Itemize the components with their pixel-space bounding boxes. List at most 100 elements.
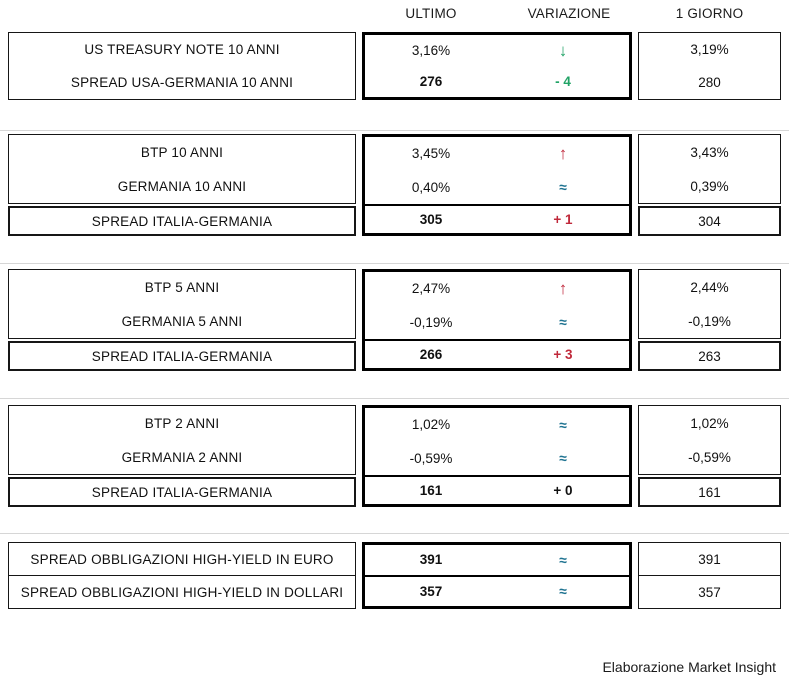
giorno-value: -0,59%: [688, 449, 731, 465]
ultimo-value: 0,40%: [411, 179, 451, 195]
spread-row: 161 + 0: [365, 477, 629, 504]
gridline: [0, 263, 789, 264]
row-label: BTP 10 ANNI: [140, 144, 224, 160]
row-label: SPREAD ITALIA-GERMANIA: [91, 348, 273, 364]
table-row: 0,40% ≈: [365, 171, 629, 205]
approx-equal-icon: ≈: [559, 179, 567, 196]
table-group-btp-10-anni: BTP 10 ANNI GERMANIA 10 ANNI SPREAD ITAL…: [8, 134, 781, 236]
ultimo-value: -0,19%: [409, 314, 453, 330]
spread-giorno-box: 304: [638, 206, 781, 236]
giorno-value: 3,43%: [690, 144, 729, 160]
giorno-box: 3,19% 280: [638, 32, 781, 100]
giorno-value: 391: [639, 543, 780, 576]
label-box: US TREASURY NOTE 10 ANNI SPREAD USA-GERM…: [8, 32, 356, 100]
gridline: [0, 533, 789, 534]
column-header-1-giorno: 1 GIORNO: [675, 6, 744, 21]
row-label: US TREASURY NOTE 10 ANNI: [84, 42, 280, 57]
spread-ultimo-value: 161: [419, 483, 443, 498]
ultimo-value: 3,45%: [411, 146, 451, 162]
row-label: SPREAD OBBLIGAZIONI HIGH-YIELD IN EURO: [9, 543, 355, 576]
row-label: GERMANIA 5 ANNI: [121, 313, 243, 329]
spread-giorno-box: 263: [638, 341, 781, 371]
spread-ultimo-value: 391: [419, 552, 443, 568]
arrow-up-icon: ↑: [558, 279, 568, 299]
row-label: SPREAD ITALIA-GERMANIA: [91, 484, 273, 500]
table-row: -0,59% ≈: [365, 442, 629, 476]
divider: [365, 204, 629, 206]
change-value: + 0: [553, 483, 573, 498]
divider: [365, 475, 629, 477]
row-label: GERMANIA 2 ANNI: [121, 449, 243, 465]
arrow-down-icon: ↓: [558, 41, 568, 60]
table-row: 276 - 4: [365, 66, 629, 97]
divider: [365, 339, 629, 341]
ultimo-variazione-box: 3,16% ↓ 276 - 4: [362, 32, 632, 100]
label-box: BTP 10 ANNI GERMANIA 10 ANNI: [8, 134, 356, 204]
giorno-box: 3,43% 0,39%: [638, 134, 781, 204]
giorno-box: 391 357: [638, 542, 781, 609]
row-label: BTP 2 ANNI: [144, 415, 220, 431]
row-label: GERMANIA 10 ANNI: [117, 178, 247, 194]
table-group-us-treasury-10-anni: US TREASURY NOTE 10 ANNI SPREAD USA-GERM…: [8, 32, 781, 100]
spread-ultimo-value: 276: [419, 74, 443, 89]
approx-equal-icon: ≈: [559, 450, 567, 467]
gridline: [0, 130, 789, 131]
yield-rows: 1,02% ≈ -0,59% ≈: [365, 408, 629, 475]
table-group-high-yield: SPREAD OBBLIGAZIONI HIGH-YIELD IN EURO S…: [8, 542, 781, 609]
row-label: SPREAD OBBLIGAZIONI HIGH-YIELD IN DOLLAR…: [20, 584, 344, 600]
ultimo-value: 1,02%: [411, 417, 451, 433]
giorno-box: 2,44% -0,19%: [638, 269, 781, 339]
row-label: SPREAD ITALIA-GERMANIA: [91, 213, 273, 229]
ultimo-variazione-box: 391 ≈ 357 ≈: [362, 542, 632, 609]
ultimo-value: -0,59%: [409, 450, 453, 466]
giorno-value: 161: [698, 484, 721, 500]
giorno-value: 304: [698, 213, 721, 229]
ultimo-value: 2,47%: [411, 281, 451, 297]
spread-row: 305 + 1: [365, 206, 629, 233]
change-value: - 4: [555, 74, 571, 89]
gridline: [0, 398, 789, 399]
change-value: + 3: [553, 347, 573, 362]
spread-label-box: SPREAD ITALIA-GERMANIA: [8, 341, 356, 371]
giorno-value: 357: [698, 584, 721, 600]
ultimo-variazione-box: 3,45% ↑ 0,40% ≈ 305 + 1: [362, 134, 632, 236]
table-row: 357 ≈: [365, 577, 629, 607]
yield-rows: 2,47% ↑ -0,19% ≈: [365, 272, 629, 339]
credit-text: Elaborazione Market Insight: [602, 659, 776, 675]
table-row: -0,19% ≈: [365, 306, 629, 340]
table-row: 2,47% ↑: [365, 272, 629, 306]
ultimo-variazione-box: 1,02% ≈ -0,59% ≈ 161 + 0: [362, 405, 632, 507]
column-header-variazione: VARIAZIONE: [527, 6, 611, 21]
row-label: SPREAD USA-GERMANIA 10 ANNI: [70, 75, 294, 90]
table-row: 3,45% ↑: [365, 137, 629, 171]
row-label: BTP 5 ANNI: [144, 279, 220, 295]
ultimo-variazione-box: 2,47% ↑ -0,19% ≈ 266 + 3: [362, 269, 632, 371]
arrow-up-icon: ↑: [558, 144, 568, 164]
label-box: BTP 5 ANNI GERMANIA 5 ANNI: [8, 269, 356, 339]
spread-row: 266 + 3: [365, 341, 629, 368]
table-row: 3,16% ↓: [365, 35, 629, 66]
spread-label-box: SPREAD ITALIA-GERMANIA: [8, 206, 356, 236]
table-group-btp-2-anni: BTP 2 ANNI GERMANIA 2 ANNI SPREAD ITALIA…: [8, 405, 781, 507]
column-header-ultimo: ULTIMO: [405, 6, 457, 21]
label-box: BTP 2 ANNI GERMANIA 2 ANNI: [8, 405, 356, 475]
approx-equal-icon: ≈: [559, 314, 567, 331]
column-headers: ULTIMO VARIAZIONE 1 GIORNO: [8, 6, 781, 26]
approx-equal-icon: ≈: [559, 551, 567, 568]
table-row: 1,02% ≈: [365, 408, 629, 442]
spread-label-box: SPREAD ITALIA-GERMANIA: [8, 477, 356, 507]
giorno-value: 263: [698, 348, 721, 364]
spread-ultimo-value: 266: [419, 347, 443, 362]
giorno-value: 3,19%: [690, 42, 729, 57]
table-group-btp-5-anni: BTP 5 ANNI GERMANIA 5 ANNI SPREAD ITALIA…: [8, 269, 781, 371]
yield-rows: 3,45% ↑ 0,40% ≈: [365, 137, 629, 204]
giorno-value: -0,19%: [688, 313, 731, 329]
approx-equal-icon: ≈: [559, 416, 567, 433]
giorno-value: 280: [698, 75, 721, 90]
table-row: 391 ≈: [365, 545, 629, 575]
giorno-box: 1,02% -0,59%: [638, 405, 781, 475]
label-box: SPREAD OBBLIGAZIONI HIGH-YIELD IN EURO S…: [8, 542, 356, 609]
spread-ultimo-value: 357: [419, 583, 443, 599]
approx-equal-icon: ≈: [559, 583, 567, 600]
